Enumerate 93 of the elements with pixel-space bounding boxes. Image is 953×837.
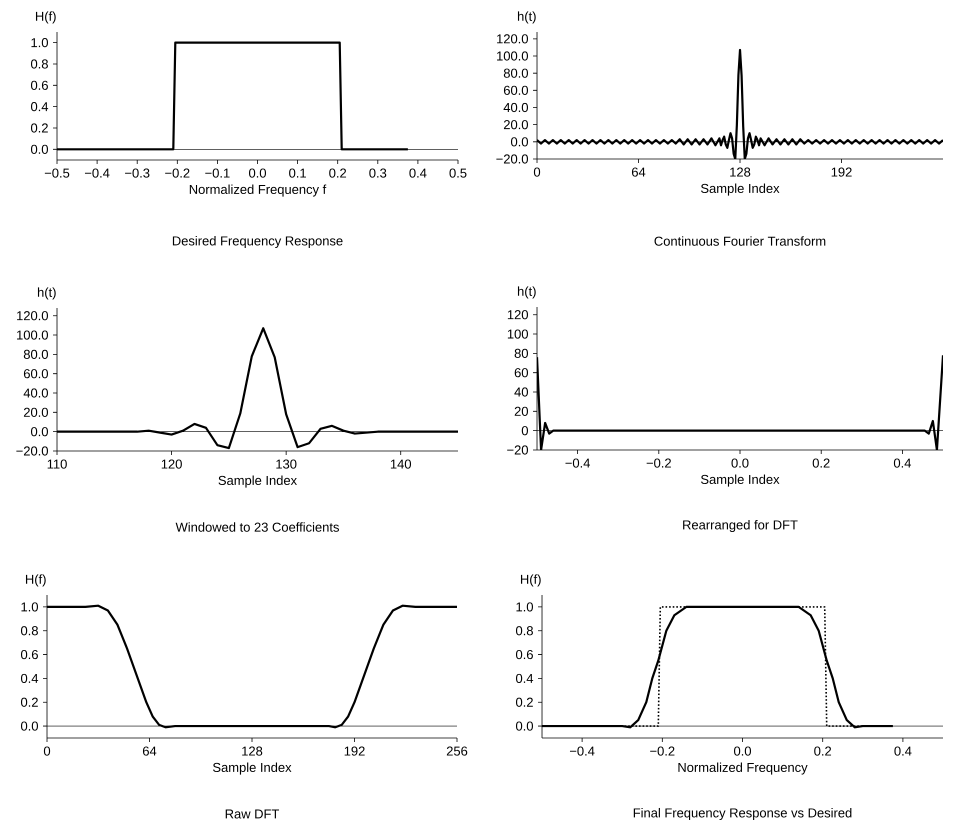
x-tick-label: 0.4 (894, 458, 912, 468)
x-axis-title: Sample Index (701, 183, 780, 196)
y-tick-label: 60.0 (24, 369, 48, 378)
y-tick-label: 0.8 (516, 626, 533, 636)
x-tick-label: 192 (832, 167, 852, 177)
y-tick-label: 80.0 (504, 68, 528, 78)
y-axis-title: H(f) (36, 11, 56, 24)
x-tick-label: 64 (632, 167, 646, 177)
x-tick-label: −0.4 (84, 168, 110, 178)
y-tick-label: 0.0 (30, 427, 48, 436)
x-axis-title: Normalized Frequency f (190, 184, 326, 197)
y-tick-label: 80 (514, 348, 528, 358)
y-axis-title: h(t) (38, 287, 56, 300)
y-tick-label: 20.0 (504, 120, 528, 130)
x-axis-title: Sample Index (701, 474, 780, 487)
y-tick-label: 100.0 (17, 330, 48, 340)
x-tick-label: −0.4 (570, 746, 595, 756)
y-tick-label: 0.2 (30, 123, 48, 133)
y-tick-label: 0.2 (20, 698, 38, 707)
x-tick-label: 0 (534, 167, 540, 177)
y-tick-label: 1.0 (21, 602, 38, 612)
y-tick-label: 40 (514, 387, 528, 397)
x-tick-label: −0.2 (646, 458, 671, 468)
x-tick-label: 256 (446, 746, 468, 756)
x-tick-label: 0.2 (812, 458, 830, 468)
x-tick-label: 0.3 (369, 168, 386, 178)
x-tick-label: 120 (162, 459, 182, 469)
y-axis-title: H(f) (26, 574, 46, 586)
text: Raw DFT (226, 809, 280, 819)
y-axis-title: H(f) (520, 574, 541, 586)
y-tick-label: 0.8 (30, 59, 48, 69)
x-tick-label: 0.0 (249, 168, 266, 178)
x-tick-label: −0.5 (44, 168, 70, 178)
x-tick-label: 0.4 (409, 168, 427, 178)
x-tick-label: 140 (390, 459, 412, 469)
x-tick-label: 0.0 (732, 458, 749, 468)
y-tick-label: 60.0 (504, 86, 528, 95)
y-tick-label: 1.0 (31, 38, 48, 48)
text: Desired Frequency Response (172, 236, 343, 248)
y-tick-label: 20.0 (24, 408, 48, 417)
y-tick-label: 0.0 (30, 144, 48, 154)
x-axis-title: Normalized Frequency (678, 762, 808, 775)
text: Rearranged for DFT (683, 520, 798, 532)
x-tick-label: −0.3 (125, 168, 150, 178)
y-tick-label: 0.6 (30, 80, 48, 90)
x-tick-label: 128 (730, 167, 750, 177)
y-tick-label: 0.8 (20, 626, 38, 636)
y-tick-label: 20 (514, 406, 528, 416)
x-tick-label: 0.2 (814, 746, 832, 756)
x-axis-title: Sample Index (213, 762, 292, 775)
y-tick-label: 0.0 (516, 721, 533, 731)
x-tick-label: 0.2 (329, 168, 346, 178)
y-tick-label: 0.4 (30, 102, 48, 112)
y-tick-label: 1.0 (516, 602, 533, 612)
x-tick-label: 0.5 (450, 168, 466, 178)
y-tick-label: 0.4 (516, 674, 534, 683)
y-tick-label: 40.0 (24, 388, 48, 398)
y-tick-label: 0 (522, 426, 528, 436)
y-tick-label: −20.0 (16, 446, 48, 456)
x-tick-label: −0.4 (565, 458, 590, 468)
y-axis-title: h(t) (518, 286, 536, 298)
y-tick-label: 0.0 (510, 137, 528, 146)
x-tick-label: −0.2 (165, 168, 190, 178)
y-tick-label: −20 (507, 445, 528, 455)
y-tick-label: 100.0 (497, 51, 528, 61)
y-tick-label: 120 (508, 310, 528, 320)
x-axis-title: Sample Index (218, 475, 297, 488)
y-tick-label: 0.2 (516, 698, 533, 707)
x-tick-label: −0.1 (205, 168, 230, 178)
y-tick-label: 0.4 (20, 674, 38, 683)
x-tick-label: 0.1 (289, 168, 306, 178)
y-tick-label: 120.0 (17, 311, 48, 320)
x-tick-label: 130 (276, 459, 296, 469)
y-axis-title: h(t) (518, 11, 536, 24)
y-tick-label: 0.6 (516, 650, 533, 660)
x-tick-label: 0.0 (734, 746, 752, 756)
text: Continuous Fourier Transform (654, 236, 826, 246)
text: Final Frequency Response vs Desired (634, 808, 852, 820)
y-tick-label: 40.0 (504, 102, 528, 112)
x-tick-label: 128 (242, 746, 262, 756)
x-tick-label: 192 (344, 746, 365, 756)
text: Windowed to 23 Coefficients (176, 522, 339, 532)
y-tick-label: 0.6 (20, 650, 38, 660)
y-tick-label: 80.0 (24, 350, 48, 359)
y-tick-label: 100 (508, 329, 528, 339)
x-tick-label: 64 (142, 746, 156, 756)
y-tick-label: 0.0 (20, 721, 38, 731)
x-tick-label: 0.4 (894, 746, 912, 756)
y-tick-label: 60 (514, 368, 528, 378)
x-tick-label: −0.2 (650, 746, 674, 756)
y-tick-label: −20.0 (496, 154, 528, 164)
y-tick-label: 120.0 (497, 34, 528, 44)
x-tick-label: 110 (48, 459, 67, 469)
